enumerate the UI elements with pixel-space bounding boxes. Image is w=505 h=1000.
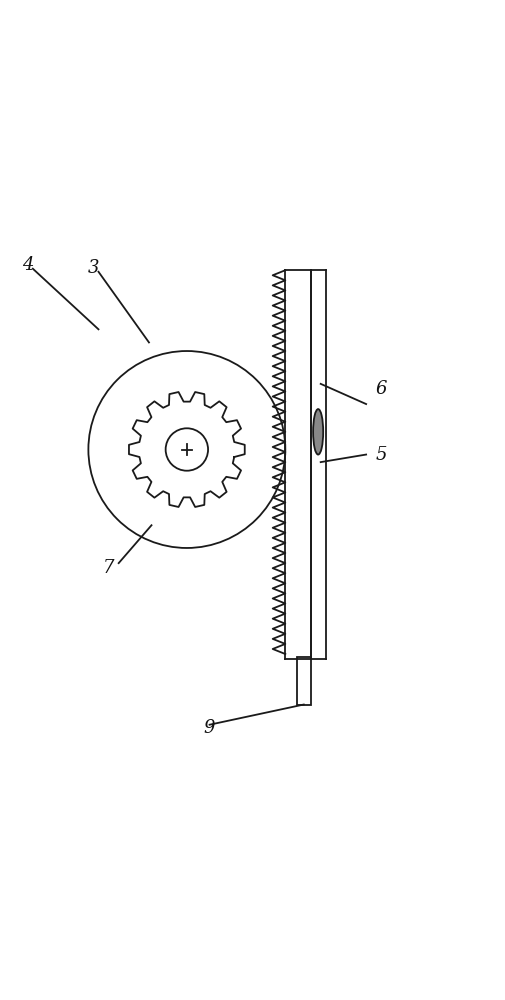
Text: 4: 4 (22, 256, 33, 274)
Text: 6: 6 (376, 380, 387, 398)
Bar (297, 657, 311, 705)
Text: 3: 3 (88, 259, 99, 277)
Text: 5: 5 (376, 446, 387, 464)
Text: 7: 7 (103, 559, 114, 577)
Ellipse shape (313, 409, 323, 455)
Text: 9: 9 (204, 719, 215, 737)
